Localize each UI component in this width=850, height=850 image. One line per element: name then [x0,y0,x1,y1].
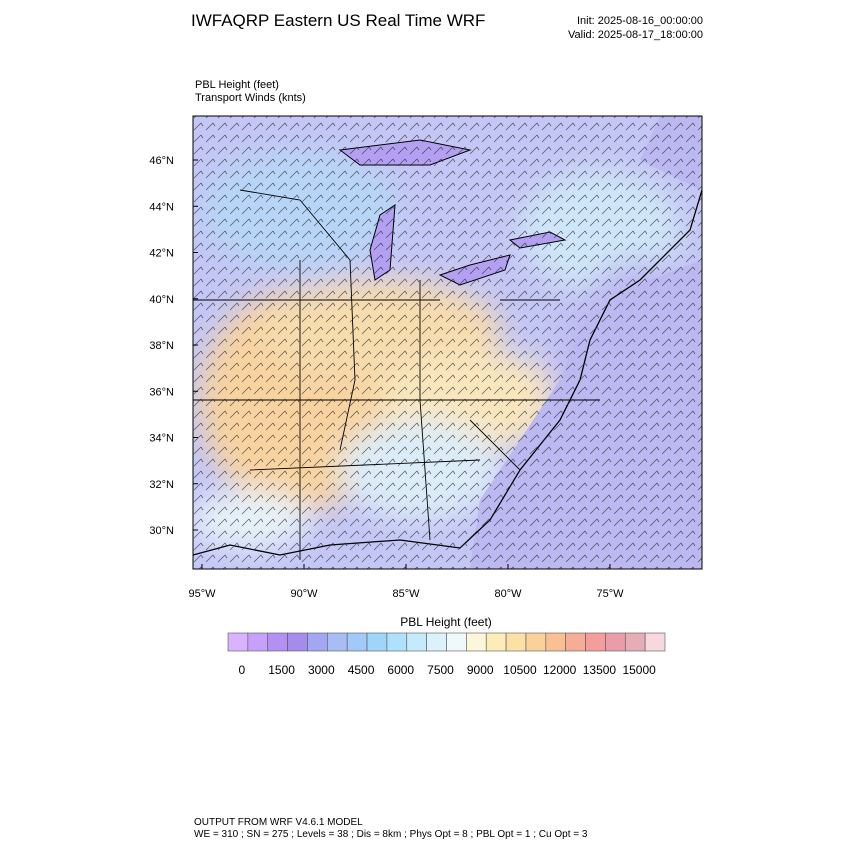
lat-label: 38°N [149,340,174,352]
colorbar-label: 10500 [503,663,537,677]
map-ticks: 46°N 44°N 42°N 40°N 38°N 36°N 34°N 32°N 30°N 95°W… [149,155,624,600]
title: IWFAQRP Eastern US Real Time WRF [191,11,485,30]
lat-label: 36°N [149,386,174,398]
colorbar-box [287,632,308,652]
init-time: Init: 2025-08-16_00:00:00 [577,15,703,27]
colorbar-box [426,632,447,652]
map-frame [192,115,703,570]
lon-label: 90°W [290,588,318,600]
colorbar-box [247,632,269,652]
colorbar-box [505,632,527,652]
map [193,116,702,569]
colorbar-box [386,632,408,652]
colorbar-label: 12000 [543,663,577,677]
valid-time: Valid: 2025-08-17_18:00:00 [568,29,703,41]
colorbar-label: 0 [239,663,246,677]
field-label: Transport Winds (knts) [195,92,306,104]
lat-label: 34°N [149,433,174,445]
colorbar-box [406,632,427,652]
lon-label: 75°W [596,588,624,600]
lat-label: 30°N [149,525,174,537]
lat-label: 42°N [149,248,174,260]
field-label: PBL Height (feet) [195,79,279,91]
colorbar-label: 1500 [268,663,295,677]
colorbar-box [267,632,288,652]
colorbar-label: 7500 [427,663,454,677]
lon-label: 80°W [494,588,522,600]
colorbar-box [585,632,606,652]
footer-line: OUTPUT FROM WRF V4.6.1 MODEL [194,817,363,828]
colorbar-label: 9000 [467,663,494,677]
colorbar-label: 6000 [387,663,414,677]
colorbar-box [327,632,348,652]
colorbar-box [307,632,328,652]
colorbar-label: 13500 [583,663,617,677]
colorbar-box [525,632,547,652]
colorbar-label: 15000 [622,663,656,677]
colorbar-box [565,632,586,652]
footer-line: WE = 310 ; SN = 275 ; Levels = 38 ; Dis … [194,829,588,840]
lon-label: 95°W [188,588,216,600]
colorbar: 0 1500 3000 4500 6000 7500 9000 10500 12000 13500… [227,632,666,677]
lat-label: 40°N [149,294,174,306]
colorbar-label: 3000 [308,663,335,677]
lon-label: 85°W [392,588,420,600]
lat-label: 32°N [149,479,174,491]
colorbar-box [366,632,388,652]
colorbar-box [446,632,467,652]
colorbar-box [624,632,646,652]
colorbar-box [605,632,626,652]
lat-label: 44°N [149,201,174,213]
lat-label: 46°N [149,155,174,167]
colorbar-box [466,632,487,652]
colorbar-box [346,632,368,652]
colorbar-box [227,632,249,652]
colorbar-title: PBL Height (feet) [400,615,492,629]
colorbar-box [485,632,507,652]
colorbar-label: 4500 [348,663,375,677]
colorbar-box [644,632,666,652]
colorbar-box [545,632,566,652]
